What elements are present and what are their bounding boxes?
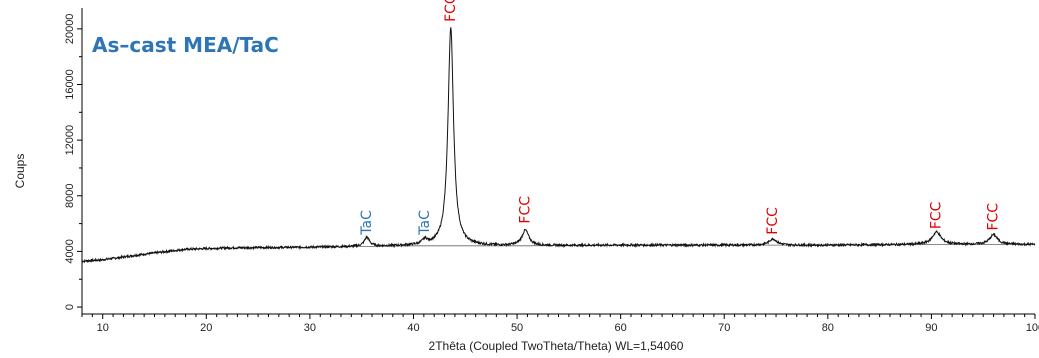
y-tick-label: 8000: [64, 184, 76, 208]
chart-title: As–cast MEA/TaC: [92, 33, 279, 57]
x-tick-label: 100: [1026, 322, 1039, 334]
x-tick-label: 10: [97, 322, 109, 334]
x-tick-label: 80: [822, 322, 834, 334]
x-tick-label: 70: [718, 322, 730, 334]
peak-label-fcc: FCC: [517, 196, 533, 224]
x-tick-label: 50: [511, 322, 523, 334]
x-tick-label: 60: [615, 322, 627, 334]
y-axis-title: Coups: [13, 154, 27, 189]
x-tick-label: 40: [407, 322, 419, 334]
y-tick-label: 0: [64, 304, 76, 310]
x-tick-label: 90: [925, 322, 937, 334]
x-tick-label: 20: [200, 322, 212, 334]
peak-label-tac: TaC: [359, 210, 375, 236]
peak-label-fcc: FCC: [443, 0, 459, 22]
y-tick-label: 12000: [64, 125, 76, 156]
ticks: 10 20 30 40 50 60 70 80 90 100 0 4000 8000 12000 16000…: [64, 14, 1039, 334]
y-tick-label: 20000: [64, 14, 76, 45]
background-line: [81, 244, 1035, 262]
x-axis-title: 2Thêta (Coupled TwoTheta/Theta) WL=1,540…: [429, 339, 684, 353]
peak-label-fcc: FCC: [986, 203, 1002, 231]
peak-label-fcc: FCC: [929, 201, 945, 229]
peak-label-tac: TaC: [417, 210, 433, 236]
y-tick-label: 16000: [64, 69, 76, 100]
peak-label-fcc: FCC: [765, 207, 781, 235]
x-tick-label: 30: [304, 322, 316, 334]
y-tick-label: 4000: [64, 239, 76, 263]
diffraction-pattern-line: [81, 27, 1036, 264]
peak-annotations: TaC TaC FCC FCC FCC FCC FCC: [359, 0, 1002, 236]
